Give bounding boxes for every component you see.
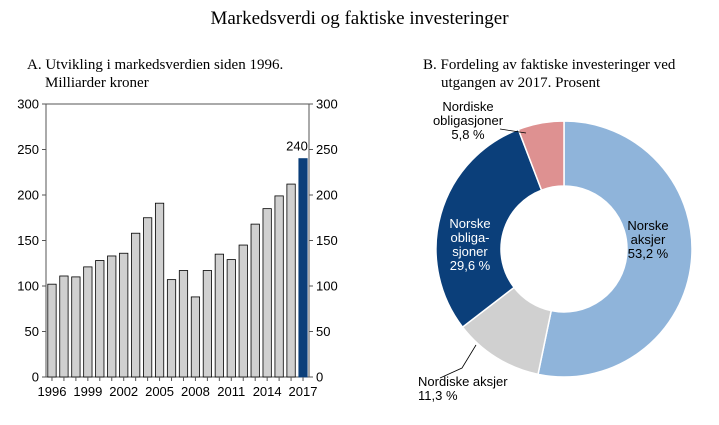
bar-chart-title-line-1: A. Utvikling i markedsverdien siden 1996… [27, 57, 284, 73]
x-tick-label-1996: 1996 [38, 384, 67, 399]
donut-chart-title: B. Fordeling av faktiske investeringer v… [423, 56, 675, 92]
bar-2013 [250, 223, 260, 378]
y-tick-label-right: 0 [316, 370, 323, 385]
bar-1999 [83, 266, 93, 378]
donut-chart-title-line-2: utgangen av 2017. Prosent [441, 75, 601, 91]
figure-title: Markedsverdi og faktiske investeringer [210, 8, 509, 29]
x-tick-label-2008: 2008 [181, 384, 210, 399]
bar-2016 [286, 183, 296, 378]
y-tick-label-left: 150 [17, 233, 39, 248]
bar-2008 [190, 296, 201, 378]
bar-2007 [178, 270, 189, 378]
bar-2012 [238, 244, 248, 378]
bar-chart-title: A. Utvikling i markedsverdien siden 1996… [27, 56, 283, 92]
bar-2005 [154, 202, 165, 378]
y-tick-label-left: 50 [25, 324, 39, 339]
bar-2000 [95, 260, 105, 378]
bar-1998 [71, 276, 81, 378]
x-tick-label-2011: 2011 [217, 384, 245, 399]
donut-chart-title-line-1: B. Fordeling av faktiske investeringer v… [423, 57, 676, 73]
bar-1997 [59, 275, 69, 378]
bar-1996 [47, 283, 57, 378]
bar-2003 [131, 232, 141, 378]
x-tick-label-2005: 2005 [145, 384, 174, 399]
bar-2004 [143, 217, 153, 378]
y-tick-label-right: 250 [316, 142, 338, 157]
x-tick-label-1999: 1999 [73, 384, 102, 399]
bar-2017 [298, 158, 308, 378]
y-tick-label-right: 200 [316, 188, 338, 203]
bar-2001 [107, 255, 117, 378]
bar-2002 [119, 252, 129, 378]
x-tick-label-2014: 2014 [253, 384, 282, 399]
bar-chart-title-line-2: Milliarder kroner [45, 75, 149, 91]
y-tick-label-right: 150 [316, 233, 338, 248]
y-tick-label-left: 0 [32, 370, 39, 385]
x-tick-label-2017: 2017 [289, 384, 318, 399]
y-tick-label-left: 300 [17, 97, 39, 112]
y-tick-label-right: 100 [316, 279, 338, 294]
y-tick-label-right: 300 [316, 97, 338, 112]
y-tick-label-right: 50 [316, 324, 330, 339]
y-tick-label-left: 200 [17, 188, 39, 203]
bar-2015 [274, 195, 284, 378]
bar-2010 [214, 253, 224, 378]
bar-2014 [262, 208, 272, 378]
bar-2006 [166, 279, 177, 378]
x-tick-label-2002: 2002 [109, 384, 138, 399]
y-tick-label-left: 250 [17, 142, 39, 157]
highlight-value-label: 240 [286, 139, 308, 154]
bar-2011 [226, 259, 236, 378]
y-tick-label-left: 100 [17, 279, 39, 294]
bar-2009 [202, 270, 212, 378]
